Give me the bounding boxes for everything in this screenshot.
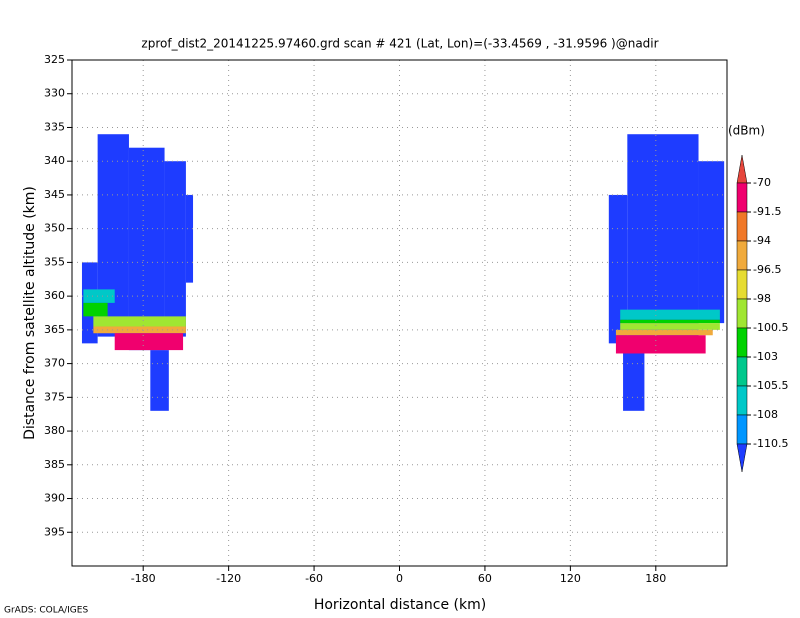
colorbar-swatch [736,443,748,473]
cell [150,350,169,411]
chart-title: zprof_dist2_20141225.97460.grd scan # 42… [141,37,658,51]
x-tick-label: -120 [216,572,241,585]
colorbar-swatch [736,182,748,213]
cell [185,194,194,283]
x-tick-label: 120 [560,572,581,585]
x-axis-label: Horizontal distance (km) [314,597,486,613]
y-tick-label: 330 [44,87,65,100]
colorbar-label: -94 [753,234,771,247]
y-tick-label: 340 [44,154,65,167]
colorbar-swatch [736,356,748,387]
cell [164,161,186,337]
colorbar-swatch [736,327,748,358]
colorbar-swatch [736,298,748,329]
cell [620,319,720,324]
colorbar-label: -98 [753,292,771,305]
colorbar-label: -91.5 [753,205,781,218]
colorbar-unit: (dBm) [728,124,765,138]
x-tick-label: 0 [396,572,403,585]
footer: GrADS: COLA/IGES [4,606,88,616]
colorbar-swatch [736,211,748,242]
y-axis-label: Distance from satellite altitude (km) [22,186,38,440]
y-tick-label: 325 [44,53,65,66]
colorbar-swatch [736,154,748,184]
y-tick-label: 385 [44,458,65,471]
cell [615,329,713,336]
x-tick-label: -60 [305,572,323,585]
colorbar-swatch [736,385,748,416]
cell [83,289,115,303]
y-tick-label: 380 [44,424,65,437]
y-tick-label: 395 [44,525,65,538]
cell [93,326,186,334]
y-tick-label: 375 [44,390,65,403]
y-tick-label: 390 [44,492,65,505]
y-tick-label: 365 [44,323,65,336]
colorbar-swatch [736,269,748,300]
colorbar-label: -108 [753,408,778,421]
colorbar-label: -96.5 [753,263,781,276]
y-tick-label: 335 [44,120,65,133]
colorbar-swatch [736,414,748,445]
cell [623,350,645,411]
y-tick-label: 370 [44,357,65,370]
cell [620,309,720,320]
plot-frame [71,59,728,567]
cell [83,302,108,317]
cell [608,194,628,344]
colorbar-label: -103 [753,350,778,363]
x-tick-label: -180 [131,572,156,585]
y-tick-label: 355 [44,255,65,268]
cell [93,316,186,327]
cell [627,134,699,337]
y-tick-label: 360 [44,289,65,302]
cell [620,323,720,330]
cell [698,161,725,324]
cell [114,333,184,351]
colorbar-label: -110.5 [753,437,788,450]
colorbar-label: -100.5 [753,321,788,334]
colorbar-swatch [736,240,748,271]
x-tick-label: 180 [645,572,666,585]
colorbar-label: -105.5 [753,379,788,392]
y-tick-label: 345 [44,188,65,201]
y-tick-label: 350 [44,222,65,235]
x-tick-label: 60 [478,572,492,585]
colorbar-label: -70 [753,176,771,189]
cell [615,335,706,354]
